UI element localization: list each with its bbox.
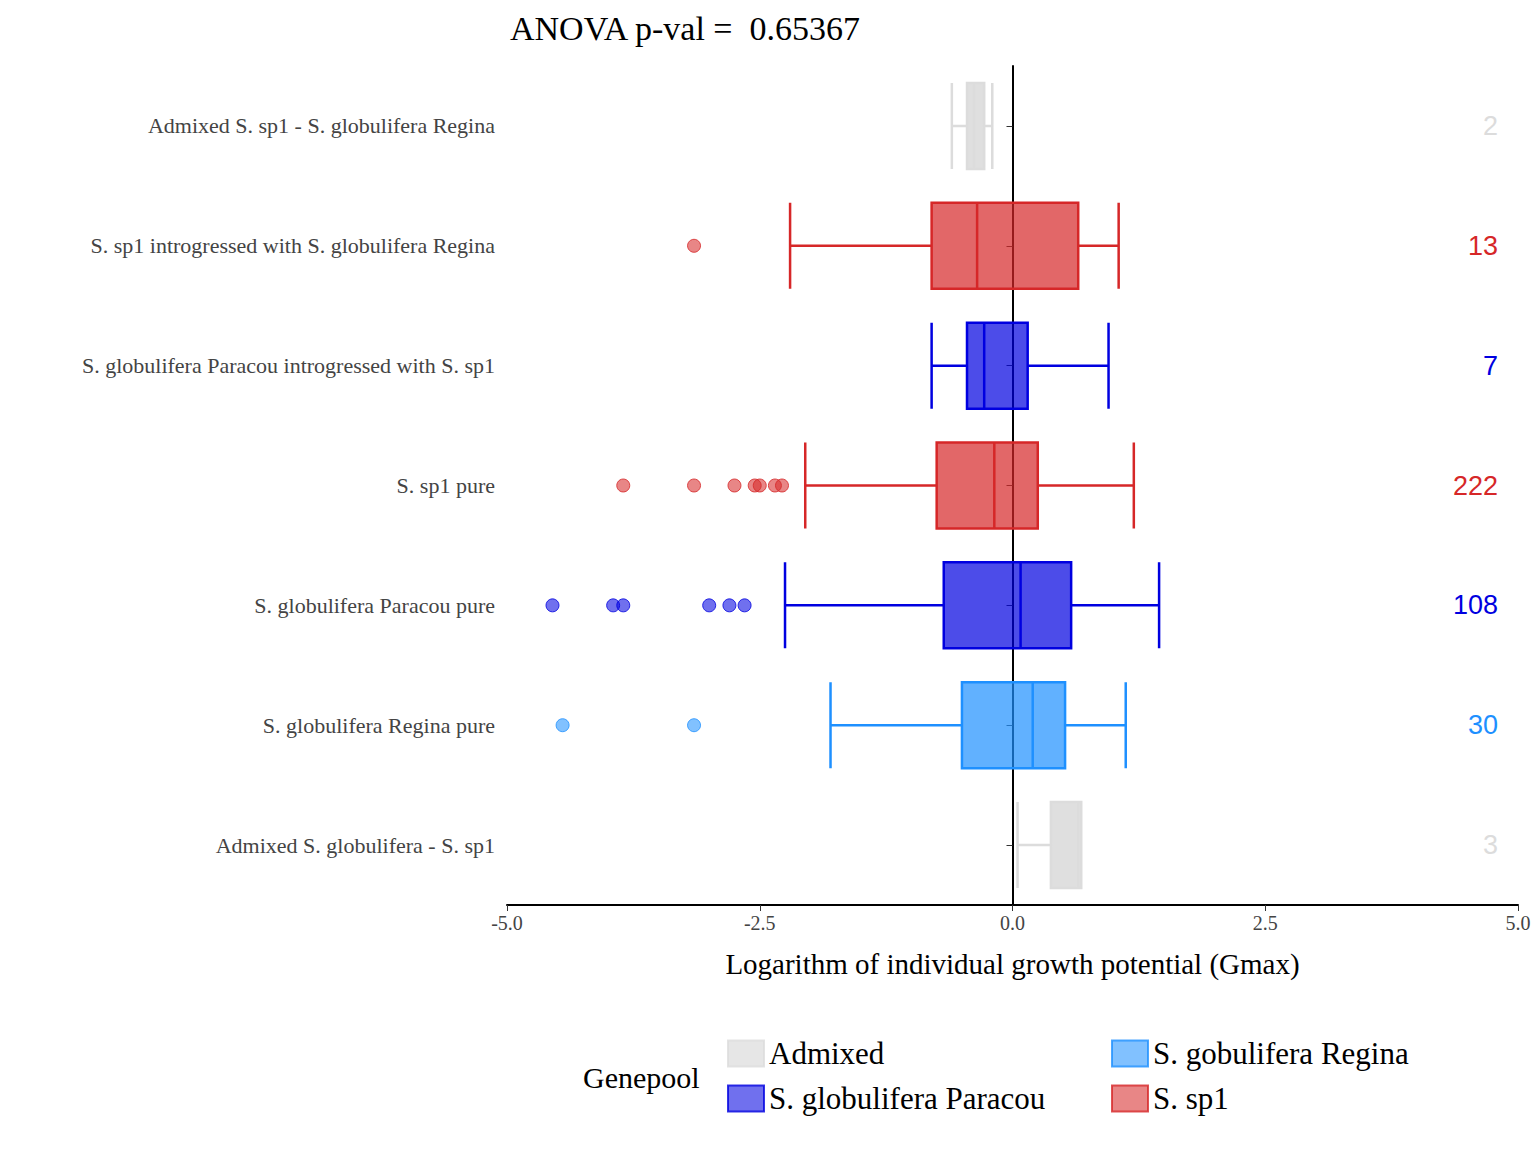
svg-text:ANOVA p-val = 0.65367: ANOVA p-val = 0.65367 xyxy=(510,10,860,47)
svg-text:S. globulifera Regina pure: S. globulifera Regina pure xyxy=(263,713,495,738)
svg-text:5.0: 5.0 xyxy=(1506,912,1531,934)
svg-text:222: 222 xyxy=(1453,471,1498,501)
svg-text:S. globulifera Paracou pure: S. globulifera Paracou pure xyxy=(254,593,495,618)
svg-text:13: 13 xyxy=(1468,231,1498,261)
svg-text:S. sp1: S. sp1 xyxy=(1153,1081,1229,1116)
svg-text:Logarithm of individual growth: Logarithm of individual growth potential… xyxy=(725,948,1299,981)
svg-text:0.0: 0.0 xyxy=(1000,912,1025,934)
svg-text:Genepool: Genepool xyxy=(583,1061,700,1094)
svg-text:S. sp1 pure: S. sp1 pure xyxy=(397,473,495,498)
svg-text:S. globulifera Paracou introgr: S. globulifera Paracou introgressed with… xyxy=(82,353,495,378)
svg-text:S. sp1 introgressed with S. gl: S. sp1 introgressed with S. globulifera … xyxy=(90,233,495,258)
svg-text:Admixed S. globulifera - S. sp: Admixed S. globulifera - S. sp1 xyxy=(216,833,495,858)
svg-text:30: 30 xyxy=(1468,710,1498,740)
svg-text:2.5: 2.5 xyxy=(1253,912,1278,934)
svg-text:3: 3 xyxy=(1483,830,1498,860)
svg-text:Admixed S. sp1 - S. globulifer: Admixed S. sp1 - S. globulifera Regina xyxy=(148,113,495,138)
svg-text:7: 7 xyxy=(1483,351,1498,381)
svg-text:2: 2 xyxy=(1483,111,1498,141)
svg-text:-2.5: -2.5 xyxy=(744,912,776,934)
svg-text:Admixed: Admixed xyxy=(769,1036,885,1071)
svg-text:-5.0: -5.0 xyxy=(491,912,523,934)
svg-text:S. gobulifera Regina: S. gobulifera Regina xyxy=(1153,1036,1409,1071)
svg-text:S. globulifera Paracou: S. globulifera Paracou xyxy=(769,1081,1045,1116)
svg-text:108: 108 xyxy=(1453,590,1498,620)
